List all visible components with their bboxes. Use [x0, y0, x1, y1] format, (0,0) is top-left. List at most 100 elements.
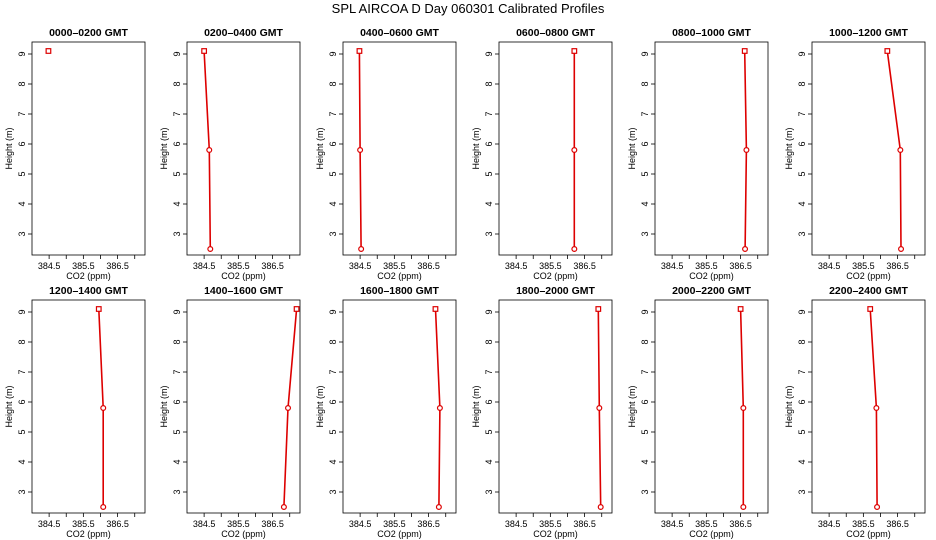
x-tick-label: 385.5 — [852, 261, 875, 271]
y-tick-label: 4 — [17, 201, 27, 206]
panel-2: 0400–0600 GMT 384.5 385.5 386.5 3 4 5 6 7 8 9 CO2 (… — [315, 27, 457, 281]
data-point — [595, 306, 602, 312]
y-tick-label: 3 — [484, 489, 494, 494]
data-point — [571, 246, 578, 253]
x-tick-label: 384.5 — [38, 261, 61, 271]
plot-frame — [811, 41, 926, 256]
y-axis-label: Height (m) — [4, 385, 14, 427]
y-tick-label: 6 — [797, 399, 807, 404]
y-axis-label: Height (m) — [627, 385, 637, 427]
data-point — [743, 147, 750, 154]
y-tick-label: 7 — [172, 369, 182, 374]
x-axis-label: CO2 (ppm) — [221, 271, 266, 281]
data-point — [897, 147, 904, 154]
plot-frame — [811, 299, 926, 514]
x-tick-label: 385.5 — [852, 519, 875, 529]
y-tick-label: 5 — [484, 171, 494, 176]
x-tick-label: 386.5 — [573, 261, 596, 271]
x-tick-label: 386.5 — [261, 519, 284, 529]
plot-frame — [342, 299, 457, 514]
y-axis-label: Height (m) — [315, 385, 325, 427]
plot-frame — [498, 41, 613, 256]
data-point — [741, 48, 748, 54]
x-axis-label: CO2 (ppm) — [689, 529, 734, 539]
y-tick-label: 4 — [328, 459, 338, 464]
y-tick-label: 4 — [640, 459, 650, 464]
x-tick-label: 386.5 — [886, 519, 909, 529]
y-tick-label: 7 — [484, 111, 494, 116]
data-point — [100, 504, 107, 511]
panel-title: 1400–1600 GMT — [204, 285, 283, 297]
plot-frame — [498, 299, 613, 514]
data-point — [740, 405, 747, 412]
y-tick-label: 9 — [17, 51, 27, 56]
y-tick-label: 7 — [640, 111, 650, 116]
y-tick-label: 6 — [328, 141, 338, 146]
data-point — [293, 306, 300, 312]
y-tick-label: 7 — [328, 369, 338, 374]
panel-title: 0000–0200 GMT — [49, 27, 128, 39]
x-tick-label: 386.5 — [886, 261, 909, 271]
plot-frame — [31, 41, 146, 256]
panel-title: 0400–0600 GMT — [360, 27, 439, 39]
y-tick-label: 8 — [328, 81, 338, 86]
data-point — [597, 504, 604, 511]
x-tick-label: 385.5 — [383, 261, 406, 271]
y-tick-label: 8 — [17, 339, 27, 344]
plot-frame — [654, 41, 769, 256]
panel-11: 2200–2400 GMT 384.5 385.5 386.5 3 4 5 6 7 8 9 CO2 (… — [784, 285, 926, 539]
data-point — [596, 405, 603, 412]
panel-title: 2200–2400 GMT — [829, 285, 908, 297]
data-point — [201, 48, 208, 54]
y-axis-label: Height (m) — [784, 127, 794, 169]
x-axis-label: CO2 (ppm) — [533, 271, 578, 281]
y-axis-label: Height (m) — [471, 385, 481, 427]
data-point — [280, 504, 287, 511]
y-tick-label: 9 — [484, 309, 494, 314]
y-tick-label: 5 — [172, 171, 182, 176]
y-tick-label: 3 — [484, 231, 494, 236]
x-tick-label: 386.5 — [417, 519, 440, 529]
panel-1: 0200–0400 GMT 384.5 385.5 386.5 3 4 5 6 7 8 9 CO2 (… — [159, 27, 301, 281]
y-tick-label: 8 — [172, 81, 182, 86]
y-tick-label: 7 — [172, 111, 182, 116]
y-tick-label: 9 — [484, 51, 494, 56]
y-tick-label: 8 — [328, 339, 338, 344]
data-point — [95, 306, 102, 312]
y-tick-label: 8 — [484, 339, 494, 344]
x-tick-label: 386.5 — [106, 261, 129, 271]
x-axis-label: CO2 (ppm) — [533, 529, 578, 539]
y-tick-label: 7 — [328, 111, 338, 116]
y-tick-label: 6 — [172, 141, 182, 146]
y-tick-label: 7 — [484, 369, 494, 374]
y-tick-label: 7 — [17, 369, 27, 374]
y-tick-label: 5 — [797, 429, 807, 434]
x-tick-label: 384.5 — [505, 519, 528, 529]
x-tick-label: 384.5 — [193, 261, 216, 271]
y-tick-label: 5 — [328, 429, 338, 434]
y-tick-label: 4 — [797, 201, 807, 206]
y-tick-label: 9 — [328, 309, 338, 314]
figure-title: SPL AIRCOA D Day 060301 Calibrated Profi… — [332, 1, 605, 16]
y-tick-label: 4 — [328, 201, 338, 206]
panel-8: 1600–1800 GMT 384.5 385.5 386.5 3 4 5 6 7 8 9 CO2 (… — [315, 285, 457, 539]
panel-title: 0200–0400 GMT — [204, 27, 283, 39]
y-axis-label: Height (m) — [159, 385, 169, 427]
plot-frame — [186, 41, 301, 256]
data-point — [867, 306, 874, 312]
x-axis-label: CO2 (ppm) — [846, 529, 891, 539]
y-tick-label: 8 — [484, 81, 494, 86]
x-tick-label: 386.5 — [417, 261, 440, 271]
x-tick-label: 385.5 — [695, 261, 718, 271]
y-tick-label: 7 — [797, 369, 807, 374]
x-tick-label: 386.5 — [729, 519, 752, 529]
data-point — [884, 48, 891, 54]
y-tick-label: 6 — [484, 141, 494, 146]
plot-frame — [186, 299, 301, 514]
y-tick-label: 3 — [640, 231, 650, 236]
panel-4: 0800–1000 GMT 384.5 385.5 386.5 3 4 5 6 7 8 9 CO2 (… — [627, 27, 769, 281]
data-point — [45, 48, 52, 54]
panel-title: 1800–2000 GMT — [516, 285, 595, 297]
y-tick-label: 5 — [484, 429, 494, 434]
